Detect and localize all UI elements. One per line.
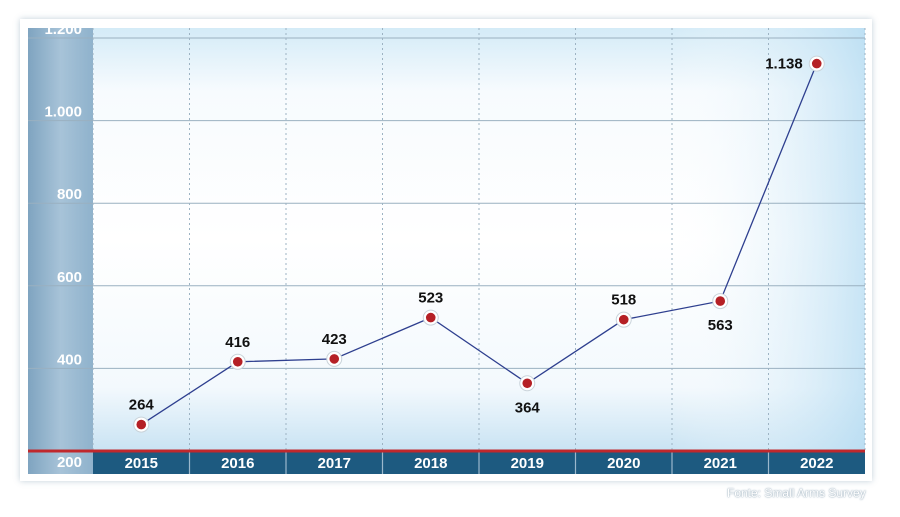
data-label: 523 bbox=[418, 290, 443, 307]
data-label: 1.138 bbox=[765, 56, 803, 73]
series-line bbox=[133, 55, 825, 433]
x-tick-label: 2015 bbox=[125, 455, 158, 472]
data-point bbox=[522, 378, 533, 389]
series-polyline bbox=[140, 63, 818, 426]
data-point bbox=[329, 354, 340, 364]
y-axis-strip bbox=[28, 28, 93, 474]
data-label: 416 bbox=[225, 334, 250, 351]
source-note: Fonte: Small Arms Survey bbox=[727, 486, 866, 500]
data-point bbox=[811, 58, 822, 69]
gridlines bbox=[28, 28, 866, 451]
y-tick-label: 400 bbox=[57, 351, 82, 368]
data-point bbox=[715, 296, 726, 306]
y-tick-label: 1.000 bbox=[44, 104, 82, 121]
data-label: 264 bbox=[129, 397, 155, 414]
data-point bbox=[232, 356, 243, 367]
y-tick-label: 800 bbox=[57, 186, 82, 203]
x-tick-label: 2022 bbox=[800, 455, 833, 472]
x-tick-label: 2016 bbox=[221, 455, 254, 472]
data-label: 563 bbox=[708, 317, 733, 334]
data-labels: 264 416 423 523 364 518 563 1.138 bbox=[129, 56, 803, 417]
data-label: 518 bbox=[611, 292, 636, 309]
x-tick-label: 2018 bbox=[414, 455, 447, 472]
x-tick-label: 2019 bbox=[511, 455, 544, 472]
data-point bbox=[425, 312, 436, 323]
axes: 200 400 600 800 1.000 1.200 2015 2016 2017 2018 20… bbox=[28, 21, 865, 474]
x-tick-label: 2020 bbox=[607, 455, 640, 472]
x-tick-label: 2021 bbox=[704, 455, 737, 472]
y-tick-label: 1.200 bbox=[44, 21, 82, 38]
y-tick-label: 600 bbox=[57, 269, 82, 286]
x-tick-label: 2017 bbox=[318, 455, 351, 472]
data-point bbox=[136, 419, 147, 430]
data-label: 423 bbox=[322, 331, 347, 348]
data-label: 364 bbox=[515, 399, 541, 416]
chart-frame: 200 400 600 800 1.000 1.200 2015 2016 2017 2018 20… bbox=[20, 19, 872, 481]
y-tick-label: 200 bbox=[57, 454, 82, 471]
data-point bbox=[618, 314, 629, 325]
